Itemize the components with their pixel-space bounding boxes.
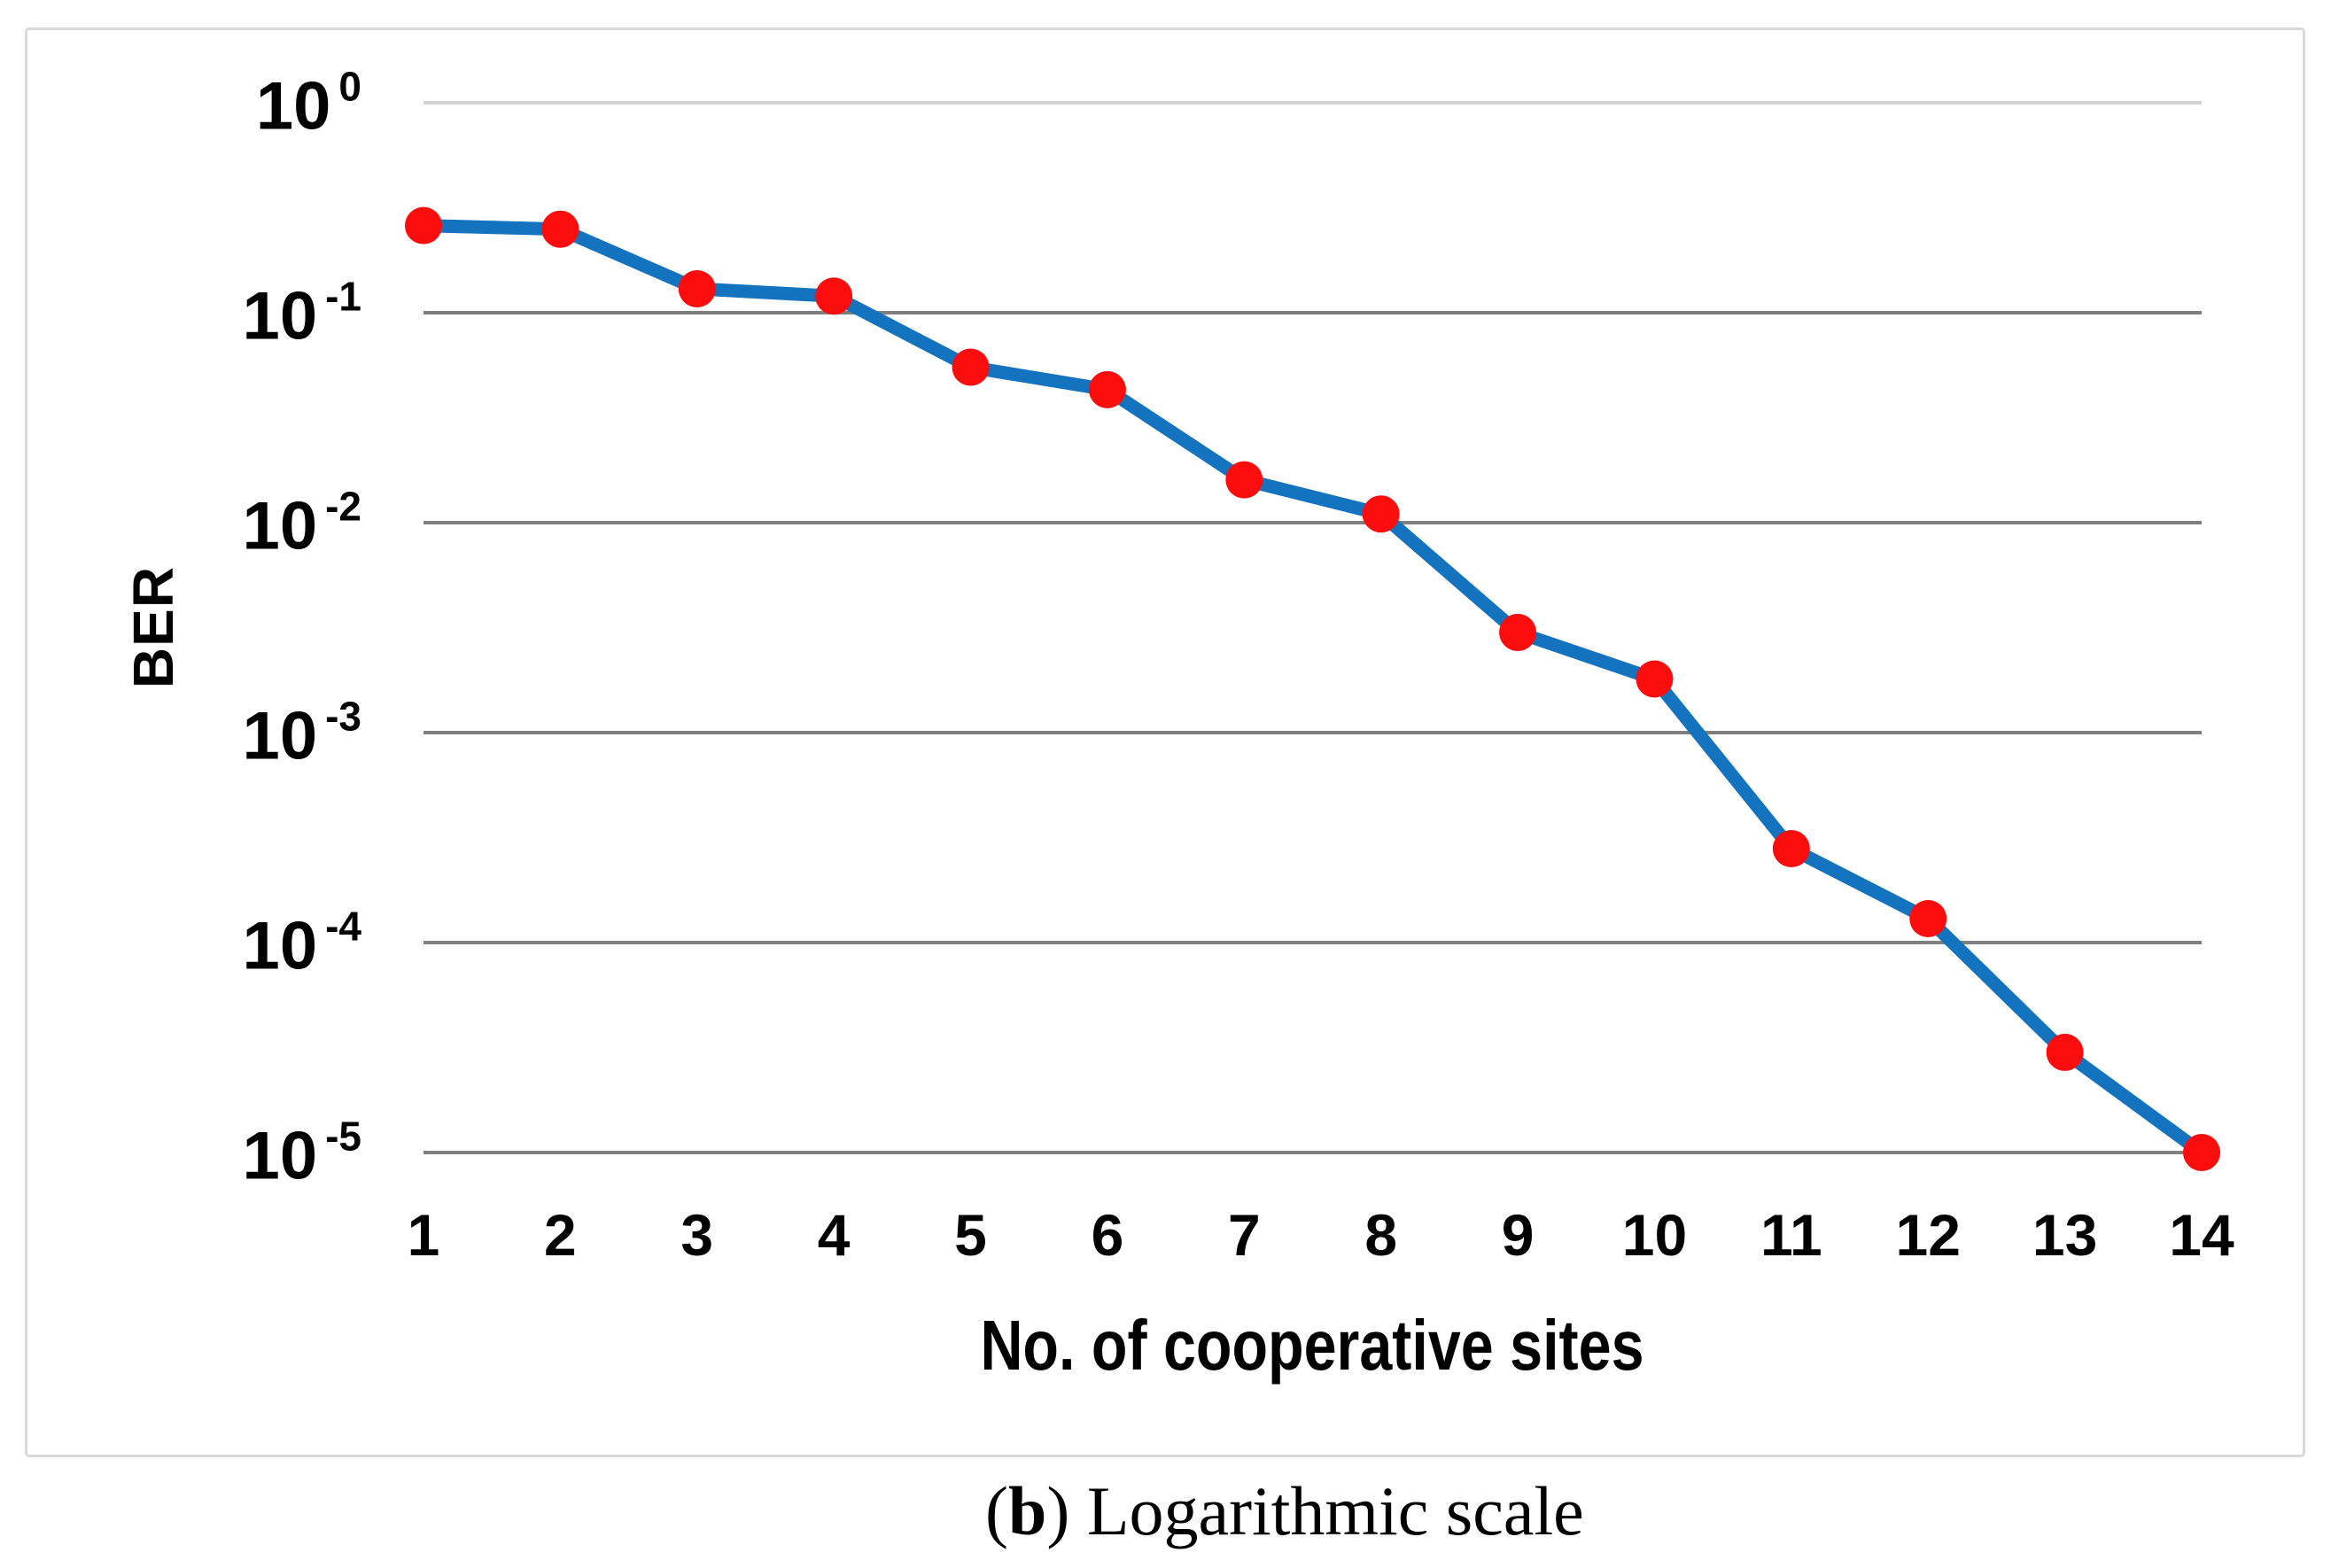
x-tick-label: 10 [1621,1202,1688,1268]
x-tick-label: 1 [407,1202,440,1268]
x-tick-label: 3 [680,1202,714,1268]
data-point [1362,495,1400,533]
data-point [815,277,853,315]
x-tick-label: 5 [954,1202,987,1268]
y-tick-label: 10 -4 [242,903,361,984]
caption-text: ) Logarithmic scale [1046,1472,1584,1549]
caption-open-paren: ( [985,1472,1008,1549]
data-point [2183,1134,2220,1171]
x-tick-label: 6 [1091,1202,1124,1268]
data-point [952,348,990,386]
x-tick-label: 2 [544,1202,577,1268]
data-point [541,210,579,248]
data-point [1636,660,1674,698]
y-tick-label: 10 -2 [242,483,361,564]
data-point [1772,830,1810,868]
chart-panel [25,27,2305,1457]
ber-series-line [416,219,2209,1160]
x-tick-label: 13 [2032,1202,2098,1268]
caption-subfigure-letter: b [1007,1472,1047,1549]
x-tick-label: 8 [1364,1202,1398,1268]
x-tick-label: 4 [817,1202,851,1268]
y-tick-label: 10 -3 [242,693,361,774]
figure-caption: (b) Logarithmic scale [985,1473,1584,1549]
x-axis-title: No. of cooperative sites [980,1306,1644,1385]
data-point [2046,1033,2084,1071]
data-point [1225,461,1263,499]
data-point [678,269,716,307]
data-point [1909,899,1947,937]
x-tick-label: 11 [1760,1202,1822,1268]
x-tick-label: 12 [1895,1202,1961,1268]
data-point [1499,613,1537,651]
data-point [405,206,442,245]
y-tick-label: 10 -5 [242,1113,361,1194]
y-tick-label: 10 0 [255,63,361,144]
x-tick-label: 9 [1501,1202,1535,1268]
x-tick-label: 14 [2169,1202,2234,1268]
y-axis-title: BER [121,565,185,689]
y-tick-label: 10 -1 [242,273,361,354]
data-point [1088,370,1126,408]
x-tick-label: 7 [1227,1202,1261,1268]
